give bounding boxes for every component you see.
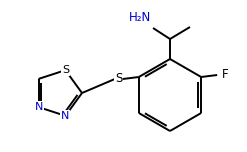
Text: F: F (222, 69, 229, 81)
Text: N: N (34, 102, 43, 112)
Text: N: N (61, 111, 70, 121)
Text: H₂N: H₂N (129, 11, 151, 24)
Text: S: S (62, 65, 69, 75)
Text: S: S (115, 73, 123, 85)
